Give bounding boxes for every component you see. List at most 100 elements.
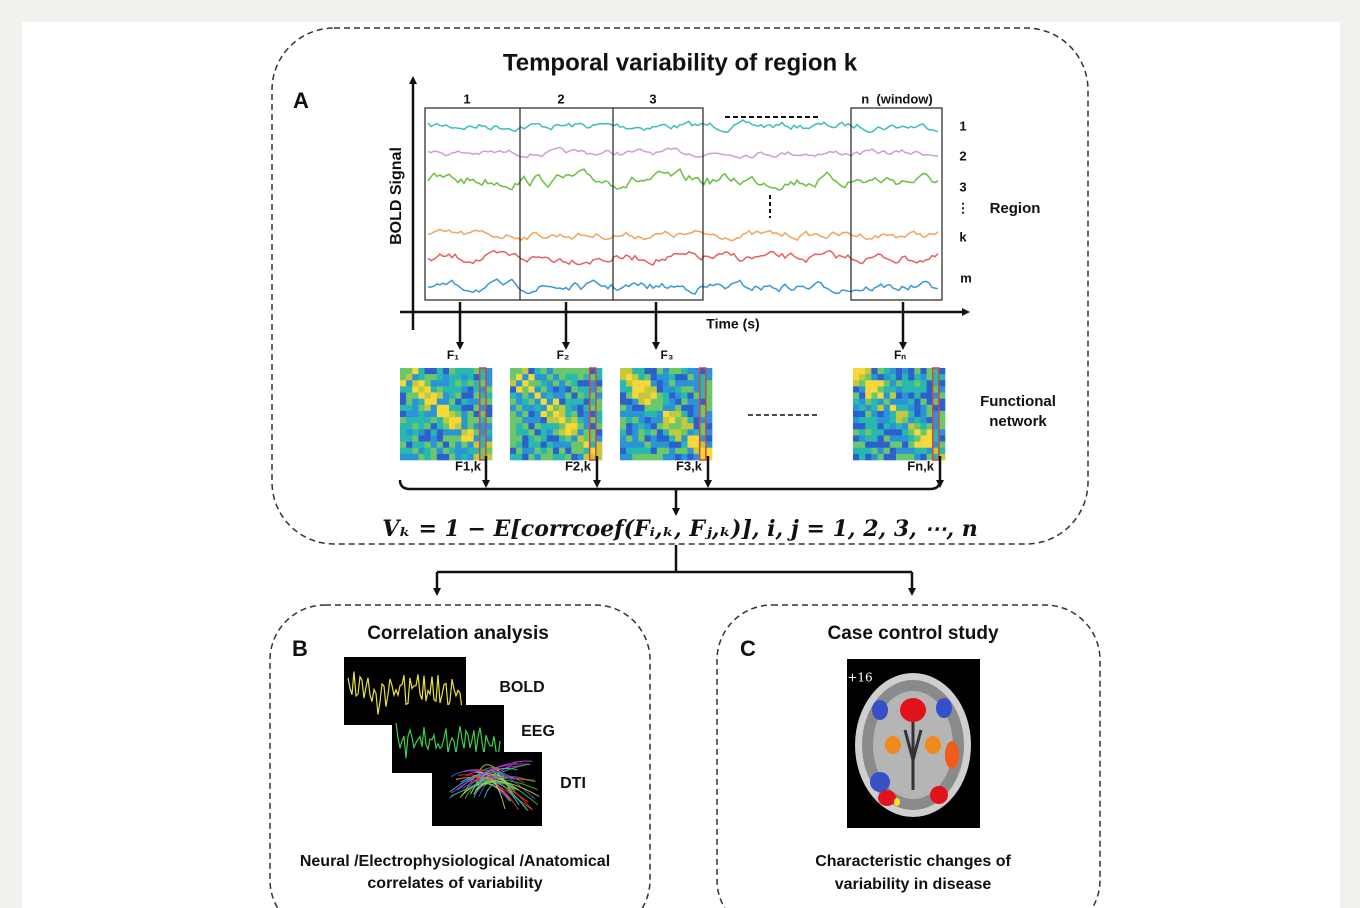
- matrix-cell: [424, 404, 431, 412]
- matrix-cell: [681, 453, 688, 461]
- matrix-cell: [632, 368, 639, 375]
- matrix-cell: [473, 380, 481, 387]
- matrix-cell: [675, 423, 682, 430]
- matrix-cell: [430, 429, 438, 436]
- matrix-cell: [656, 417, 664, 424]
- matrix-cell: [436, 404, 444, 412]
- matrix-cell: [583, 392, 591, 399]
- matrix-cell: [926, 453, 934, 461]
- matrix-cell: [522, 374, 529, 381]
- matrix-cell: [865, 435, 872, 442]
- matrix-cell: [406, 435, 413, 442]
- matrix-cell: [467, 410, 474, 418]
- matrix-cell: [546, 404, 554, 412]
- matrix-cell: [436, 453, 444, 461]
- matrix-cell: [528, 447, 535, 455]
- matrix-cell: [669, 453, 676, 461]
- matrix-cell: [565, 368, 572, 375]
- matrix-cell: [571, 423, 578, 430]
- matrix-cell: [638, 429, 645, 436]
- matrix-cell: [400, 368, 407, 375]
- matrix-cell: [461, 374, 468, 381]
- matrix-cell: [546, 368, 554, 375]
- matrix-cell: [595, 386, 603, 393]
- matrix-cell: [485, 410, 493, 418]
- matrix-cell: [577, 423, 584, 430]
- matrix-cell: [424, 429, 431, 436]
- matrix-cell: [938, 410, 946, 418]
- matrix-cell: [406, 423, 413, 430]
- matrix-cell: [577, 368, 584, 375]
- matrix-cell: [656, 429, 664, 436]
- matrix-cell: [522, 453, 529, 461]
- matrix-cell: [571, 435, 578, 442]
- matrix-cell: [559, 441, 566, 449]
- matrix-cell: [699, 368, 707, 375]
- matrix-cell: [926, 404, 934, 412]
- matrix-cell: [546, 435, 554, 442]
- matrix-cell: [902, 398, 909, 406]
- matrix-cell: [461, 447, 468, 455]
- matrix-cell: [595, 392, 603, 399]
- matrix-cell: [932, 441, 940, 449]
- matrix-cell: [895, 435, 903, 442]
- matrix-cell: [412, 374, 419, 381]
- fiber: [464, 769, 509, 799]
- matrix-cell: [620, 404, 627, 412]
- matrix-cell: [902, 417, 909, 424]
- matrix-cell: [895, 417, 903, 424]
- matrix-cell: [510, 374, 517, 381]
- matrix-cell: [920, 374, 927, 381]
- matrix-cell: [418, 429, 425, 436]
- matrix-cell: [479, 374, 487, 381]
- matrix-cell: [644, 435, 651, 442]
- matrix-cell: [430, 404, 438, 412]
- matrix-cell: [424, 398, 431, 406]
- matrix-cell: [418, 404, 425, 412]
- matrix-cell: [528, 386, 535, 393]
- caption: variability in disease: [835, 876, 992, 893]
- matrix-cell: [430, 398, 438, 406]
- matrix-cell: [418, 441, 425, 449]
- matrix-cell: [853, 374, 860, 381]
- matrix-cell: [681, 410, 688, 418]
- matrix-cell: [877, 404, 884, 412]
- matrix-cell: [565, 453, 572, 461]
- matrix-cell: [883, 453, 891, 461]
- matrix-cell: [932, 392, 940, 399]
- matrix-cell: [565, 392, 572, 399]
- matrix-cell: [871, 429, 878, 436]
- matrix-cell: [589, 441, 597, 449]
- matrix-cell: [455, 429, 462, 436]
- matrix-cell: [662, 368, 670, 375]
- matrix-cell: [914, 404, 921, 412]
- fiber: [451, 760, 533, 794]
- matrix-cell: [406, 374, 413, 381]
- matrix-cell: [632, 423, 639, 430]
- matrix-cell: [546, 447, 554, 455]
- matrix-cell: [632, 386, 639, 393]
- caption: Characteristic changes of: [815, 853, 1011, 870]
- matrix-cell: [908, 380, 915, 387]
- matrix-cell: [485, 380, 493, 387]
- column-highlight: [931, 367, 940, 461]
- matrix-cell: [871, 380, 878, 387]
- matrix-cell: [455, 441, 462, 449]
- matrix-cell: [516, 386, 523, 393]
- matrix-cell: [485, 386, 493, 393]
- matrix-cell: [669, 410, 676, 418]
- matrix-cell: [638, 374, 645, 381]
- matrix-cell: [656, 374, 664, 381]
- matrix-cell: [473, 441, 481, 449]
- matrix-cell: [626, 386, 633, 393]
- matrix-cell: [853, 441, 860, 449]
- matrix-cell: [699, 441, 707, 449]
- matrix-cell: [418, 423, 425, 430]
- matrix-cell: [626, 429, 633, 436]
- matrix-cell: [638, 398, 645, 406]
- column-label: F1,k: [455, 458, 482, 473]
- matrix-cell: [442, 441, 450, 449]
- matrix-cell: [705, 441, 713, 449]
- matrix-cell: [632, 441, 639, 449]
